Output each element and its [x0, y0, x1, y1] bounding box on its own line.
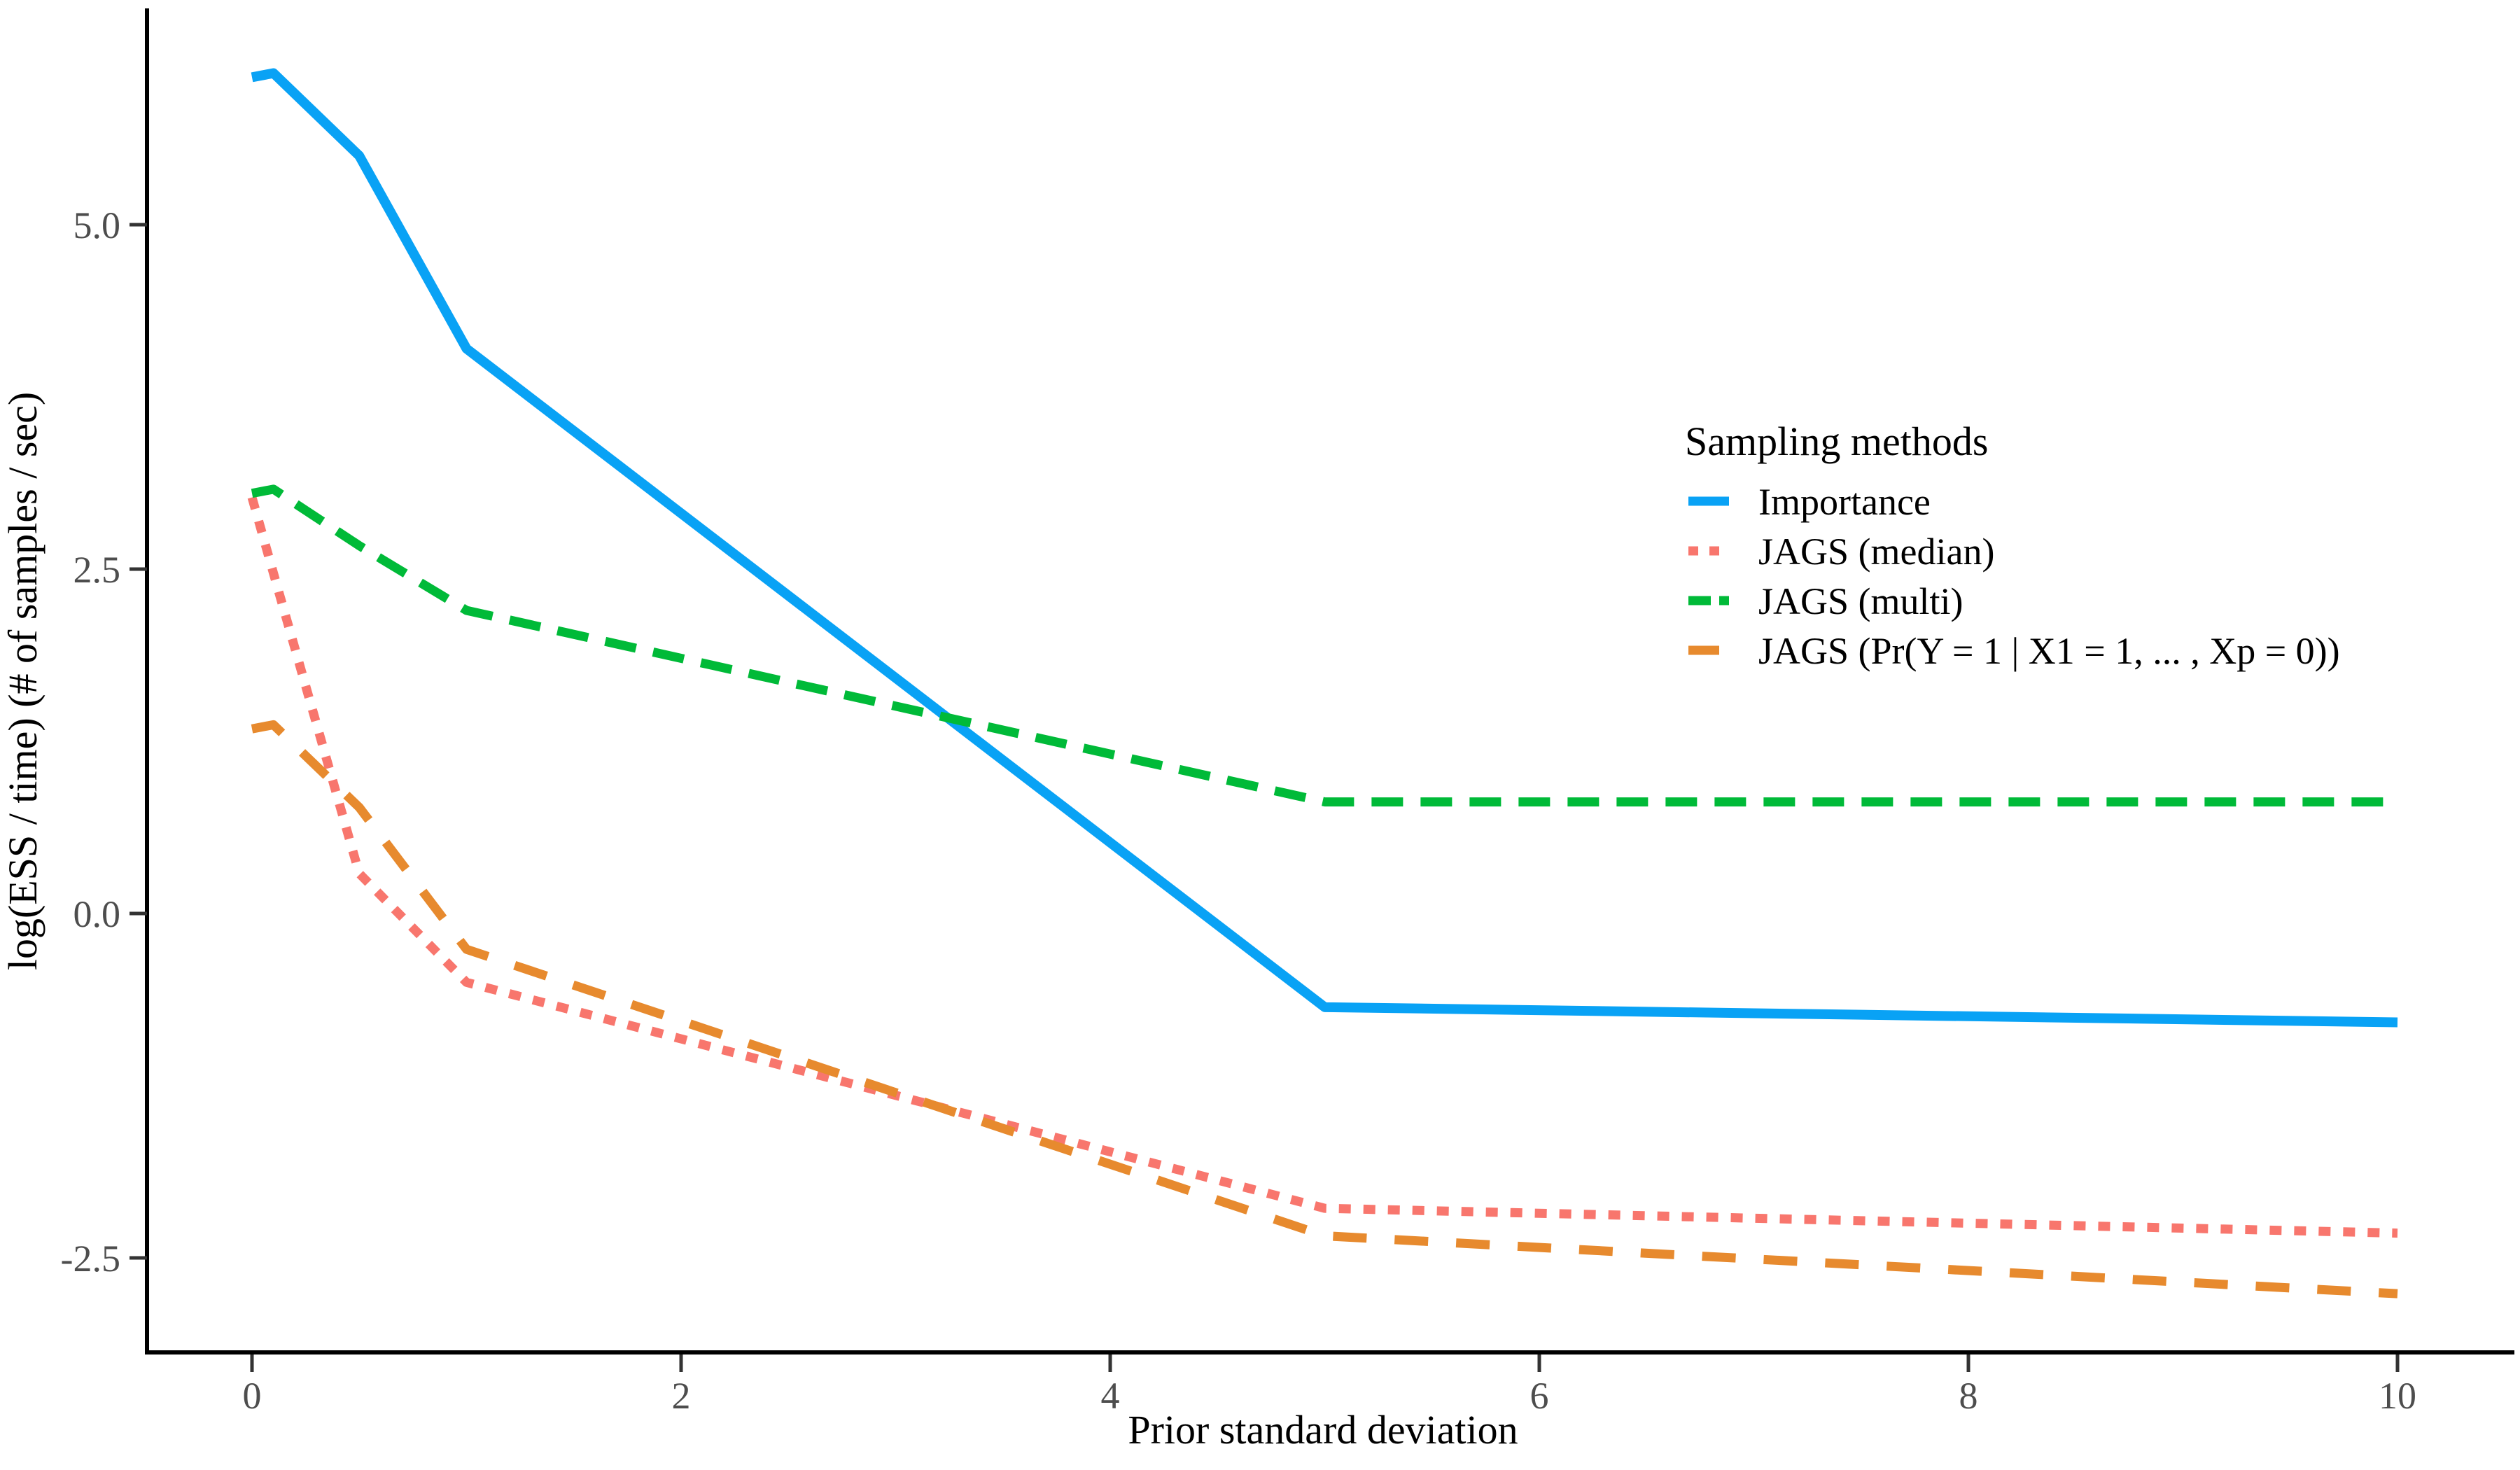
legend-label: JAGS (Pr(Y = 1 | X1 = 1, ... , Xp = 0)): [1758, 630, 2340, 672]
series-line-importance: [251, 68, 2398, 1028]
y-tick-label: -2.5: [61, 1238, 120, 1280]
x-tick-label: 8: [1959, 1375, 1978, 1417]
legend-label: JAGS (median): [1758, 531, 1994, 573]
y-tick-label: 5.0: [74, 204, 121, 246]
y-tick-label: 0.0: [74, 893, 121, 935]
series-line-jags-median: [247, 496, 2398, 1238]
x-tick-label: 2: [672, 1375, 691, 1417]
legend-label: JAGS (multi): [1758, 580, 1963, 622]
x-axis-title: Prior standard deviation: [1128, 1407, 1518, 1452]
series-line-jags-multi: [251, 484, 2398, 807]
x-tick-label: 4: [1101, 1375, 1120, 1417]
y-tick-label: 2.5: [74, 549, 121, 591]
x-tick-label: 6: [1530, 1375, 1549, 1417]
x-tick-label: 10: [2379, 1375, 2416, 1417]
x-tick-label: 0: [243, 1375, 262, 1417]
legend-title: Sampling methods: [1685, 419, 1988, 464]
y-axis-title: log(ESS / time) (# of samples / sec): [0, 392, 46, 970]
series-line-jags-pr-y-x-xp: [251, 720, 2398, 1298]
legend-label: Importance: [1758, 481, 1931, 523]
